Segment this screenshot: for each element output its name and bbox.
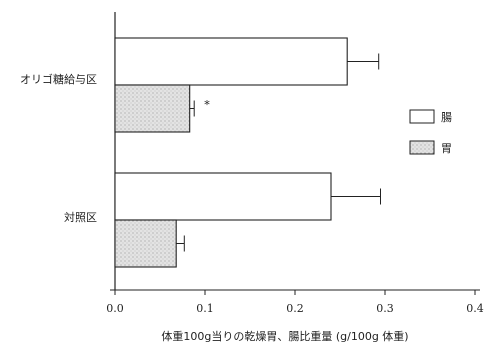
x-tick-label: 0.1 xyxy=(196,302,214,315)
category-label: 対照区 xyxy=(64,210,97,224)
bar-stomach xyxy=(114,84,191,133)
bar-stomach xyxy=(114,219,177,268)
legend-swatch xyxy=(409,109,435,124)
legend-label: 胃 xyxy=(441,142,452,155)
x-tick-label: 0.0 xyxy=(106,302,124,315)
bar-intestine xyxy=(114,172,332,221)
x-axis-title: 体重100g当りの乾燥胃、腸比重量 (g/100g 体重) xyxy=(161,329,408,343)
x-tick-label: 0.3 xyxy=(376,302,394,315)
category-label: オリゴ糖給与区 xyxy=(20,72,97,86)
legend-label: 腸 xyxy=(441,111,452,124)
legend-swatch xyxy=(409,140,435,155)
significance-mark: * xyxy=(204,99,210,112)
x-tick-label: 0.4 xyxy=(466,302,484,315)
bar-intestine xyxy=(114,37,348,86)
x-tick-label: 0.2 xyxy=(286,302,304,315)
